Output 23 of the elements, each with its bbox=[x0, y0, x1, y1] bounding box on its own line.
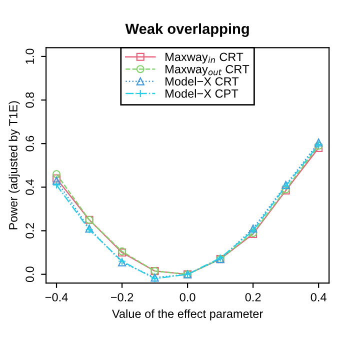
x-tick-label: 0.4 bbox=[310, 293, 326, 302]
point bbox=[52, 180, 61, 190]
x-tick-label: 0.0 bbox=[180, 293, 196, 302]
point bbox=[52, 174, 61, 182]
chart-title: Weak overlapping bbox=[125, 23, 249, 37]
y-tick-label: 0.8 bbox=[26, 92, 34, 108]
x-tick-label: 0.2 bbox=[245, 293, 261, 302]
y-tick-label: 0.0 bbox=[26, 266, 34, 282]
legend-label: Maxway$_{in}$ CRT bbox=[166, 52, 244, 64]
y-tick-label: 0.6 bbox=[26, 136, 34, 152]
point bbox=[52, 176, 61, 185]
y-tick-label: 0.2 bbox=[26, 223, 34, 238]
y-tick-label: 0.4 bbox=[26, 179, 34, 195]
x-axis-title: Value of the effect parameter bbox=[112, 309, 263, 320]
x-tick-label: −0.2 bbox=[110, 293, 134, 302]
y-axis-title: Power (adjusted by T1E) bbox=[8, 101, 20, 230]
point bbox=[314, 138, 323, 147]
legend-label: Model−X CPT bbox=[166, 89, 238, 98]
legend-label: Maxway$_{out}$ CRT bbox=[166, 64, 250, 76]
x-tick-label: −0.4 bbox=[45, 293, 68, 302]
legend-label: Model−X CRT bbox=[166, 76, 239, 86]
y-tick-label: 1.0 bbox=[26, 48, 34, 64]
point bbox=[52, 170, 61, 178]
